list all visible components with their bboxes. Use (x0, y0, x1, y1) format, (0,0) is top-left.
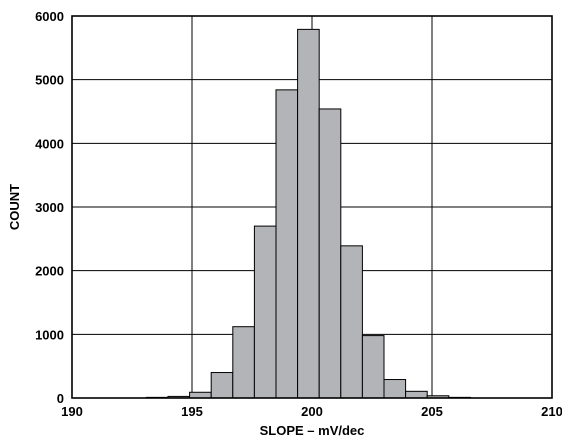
y-tick-label: 3000 (35, 200, 64, 215)
histogram-bar (232, 326, 255, 399)
x-tick-label: 210 (541, 404, 562, 419)
y-tick-label: 5000 (35, 73, 64, 88)
histogram-bar (383, 379, 407, 399)
y-axis-ticks: 0 1000 2000 3000 4000 5000 6000 (35, 9, 64, 406)
y-tick-label: 4000 (35, 136, 64, 151)
y-tick-label: 0 (57, 391, 64, 406)
histogram-bar (210, 372, 234, 399)
histogram-bar (361, 335, 385, 399)
histogram-bar (297, 28, 320, 399)
x-axis-ticks: 190 195 200 205 210 (61, 404, 562, 419)
y-tick-label: 6000 (35, 9, 64, 24)
histogram-bar (189, 391, 212, 399)
x-axis-title: SLOPE – mV/dec (260, 423, 365, 438)
x-tick-label: 195 (181, 404, 203, 419)
y-axis-title: COUNT (7, 184, 22, 230)
y-tick-label: 2000 (35, 264, 64, 279)
histogram-bar (405, 390, 428, 399)
y-tick-label: 1000 (35, 327, 64, 342)
x-tick-label: 205 (421, 404, 443, 419)
histogram-bar (275, 89, 299, 399)
x-tick-label: 190 (61, 404, 83, 419)
histogram-bar (253, 225, 277, 399)
plot-frame (71, 15, 553, 399)
x-tick-label: 200 (301, 404, 323, 419)
histogram-bars (145, 28, 471, 399)
histogram-bar (340, 245, 363, 399)
histogram-bar (318, 108, 342, 399)
